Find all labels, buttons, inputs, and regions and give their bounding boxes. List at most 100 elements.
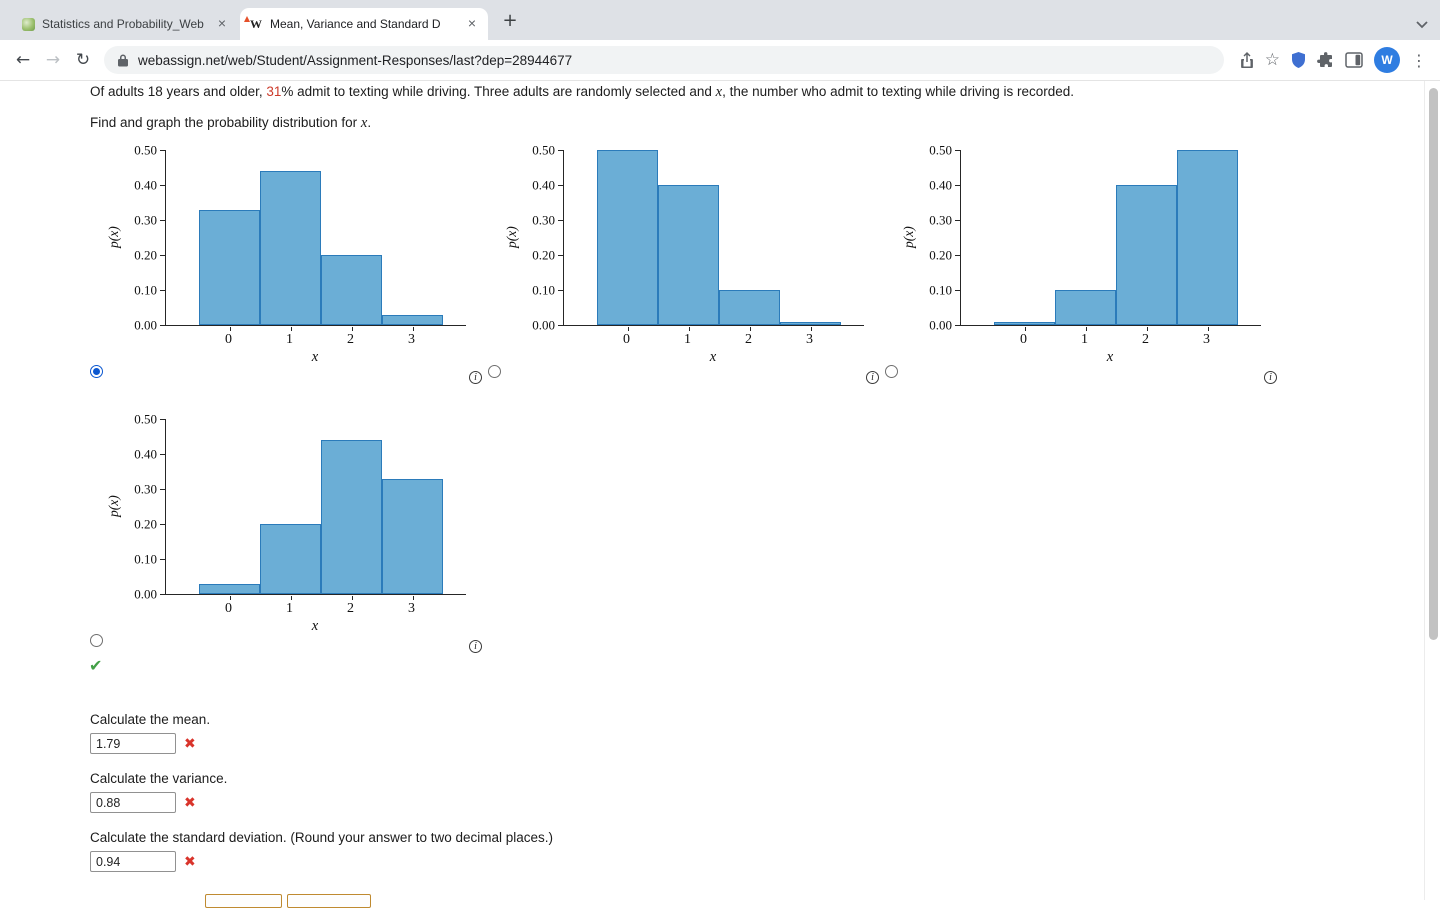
probability-bar: [260, 171, 321, 325]
y-tick-mark: [558, 325, 563, 327]
text-part: % admit to texting while driving. Three …: [281, 84, 716, 99]
extensions-puzzle-icon[interactable]: [1317, 51, 1335, 69]
y-tick-mark: [558, 150, 563, 152]
x-tick-label: 0: [225, 332, 232, 347]
x-tick-mark: [412, 327, 414, 331]
option-3-info-icon[interactable]: i: [1264, 371, 1277, 384]
mean-input[interactable]: [90, 733, 176, 754]
statistics-favicon-icon: [20, 16, 36, 32]
x-tick-label: 3: [806, 332, 813, 347]
x-tick-mark: [290, 327, 292, 331]
variance-input[interactable]: [90, 792, 176, 813]
forward-button[interactable]: →: [45, 50, 61, 70]
browser-tab-bar: Statistics and Probability_Web × W Mean,…: [0, 0, 1440, 40]
text-part: .: [367, 115, 372, 130]
close-tab-icon[interactable]: ×: [217, 15, 227, 31]
y-tick-label: 0.50: [929, 142, 952, 158]
x-axis-ticks: 0 1 2 3: [165, 594, 465, 616]
new-tab-button[interactable]: +: [502, 10, 518, 31]
partial-button[interactable]: [205, 894, 282, 908]
tab-statistics[interactable]: Statistics and Probability_Web ×: [12, 8, 238, 40]
stddev-input[interactable]: [90, 851, 176, 872]
tab-webassign[interactable]: W Mean, Variance and Standard D ×: [240, 8, 488, 40]
bookmark-star-icon[interactable]: ☆: [1264, 50, 1280, 70]
x-tick-label: 3: [408, 601, 415, 616]
option-1-radio[interactable]: [90, 365, 103, 378]
x-tick-mark: [688, 327, 690, 331]
x-tick-label: 2: [1142, 332, 1149, 347]
x-tick-mark: [1207, 327, 1209, 331]
y-tick-label: 0.20: [134, 516, 157, 532]
reload-button[interactable]: ↻: [75, 50, 91, 70]
text-part: Find and graph the probability distribut…: [90, 115, 361, 130]
variable-x: x: [715, 84, 723, 100]
y-tick-label: 0.30: [134, 481, 157, 497]
option-4-radio[interactable]: [90, 634, 103, 647]
probability-bar: [382, 314, 443, 325]
tab-search-chevron-icon[interactable]: [1416, 16, 1428, 34]
y-tick-label: 0.30: [532, 212, 555, 228]
y-tick-label: 0.10: [134, 551, 157, 567]
close-tab-icon[interactable]: ×: [467, 15, 477, 31]
chart-option-4: p(x) 0.50 0.40 0.30 0.20 0.10 0.00 0 1 2 3 x: [105, 413, 477, 635]
option-4-info-icon[interactable]: i: [469, 640, 482, 653]
y-tick-mark: [160, 454, 165, 456]
back-button[interactable]: ←: [15, 50, 31, 70]
x-axis-ticks: 0 1 2 3: [563, 325, 863, 347]
y-tick-mark: [160, 255, 165, 257]
percent-value: 31: [266, 84, 282, 99]
y-tick-label: 0.30: [134, 212, 157, 228]
y-axis-ticks: 0.50 0.40 0.30 0.20 0.10 0.00: [521, 144, 563, 332]
scrollbar-thumb[interactable]: [1429, 88, 1438, 640]
mean-question-label: Calculate the mean.: [90, 712, 211, 727]
chart-option-1: p(x) 0.50 0.40 0.30 0.20 0.10 0.00 0 1 2 3 x: [105, 144, 477, 366]
y-tick-label: 0.40: [532, 177, 555, 193]
probability-bar: [780, 321, 841, 325]
x-axis-ticks: 0 1 2 3: [960, 325, 1260, 347]
x-tick-mark: [1146, 327, 1148, 331]
shield-extension-icon[interactable]: [1290, 51, 1307, 69]
browser-menu-icon[interactable]: ⋮: [1411, 50, 1427, 70]
variable-x: x: [360, 115, 368, 131]
y-tick-mark: [955, 150, 960, 152]
x-tick-label: 3: [408, 332, 415, 347]
probability-bar: [321, 440, 382, 594]
webassign-favicon-icon: W: [244, 16, 264, 32]
y-axis-label: p(x): [901, 226, 916, 249]
side-panel-icon[interactable]: [1345, 52, 1363, 68]
x-tick-mark: [351, 327, 353, 331]
x-axis-label: x: [311, 349, 319, 365]
x-tick-mark: [412, 596, 414, 600]
plot-area: [160, 150, 466, 331]
option-2-radio[interactable]: [488, 365, 501, 378]
y-axis-ticks: 0.50 0.40 0.30 0.20 0.10 0.00: [123, 144, 165, 332]
y-tick-mark: [160, 524, 165, 526]
y-tick-label: 0.00: [929, 317, 952, 333]
y-tick-mark: [558, 220, 563, 222]
option-3-radio[interactable]: [885, 365, 898, 378]
y-tick-label: 0.30: [929, 212, 952, 228]
address-bar[interactable]: webassign.net/web/Student/Assignment-Res…: [104, 46, 1224, 74]
y-tick-label: 0.40: [134, 446, 157, 462]
correct-check-icon: ✔: [89, 656, 103, 675]
probability-bar: [1177, 150, 1238, 325]
probability-bar: [994, 321, 1055, 325]
y-tick-mark: [558, 185, 563, 187]
y-tick-label: 0.40: [929, 177, 952, 193]
y-tick-mark: [955, 290, 960, 292]
x-tick-label: 2: [347, 332, 354, 347]
x-tick-label: 0: [225, 601, 232, 616]
variance-question-label: Calculate the variance.: [90, 771, 228, 786]
option-1-info-icon[interactable]: i: [469, 371, 482, 384]
question-text: Of adults 18 years and older, 31% admit …: [90, 84, 1074, 101]
x-tick-mark: [351, 596, 353, 600]
content-divider: [1424, 81, 1425, 900]
partial-button[interactable]: [287, 894, 371, 908]
share-icon[interactable]: [1239, 51, 1255, 69]
profile-avatar[interactable]: W: [1374, 47, 1400, 73]
favicon-letter: W: [250, 16, 262, 31]
x-tick-mark: [229, 596, 231, 600]
option-2-info-icon[interactable]: i: [866, 371, 879, 384]
question-instruction: Find and graph the probability distribut…: [90, 115, 371, 132]
x-tick-mark: [290, 596, 292, 600]
